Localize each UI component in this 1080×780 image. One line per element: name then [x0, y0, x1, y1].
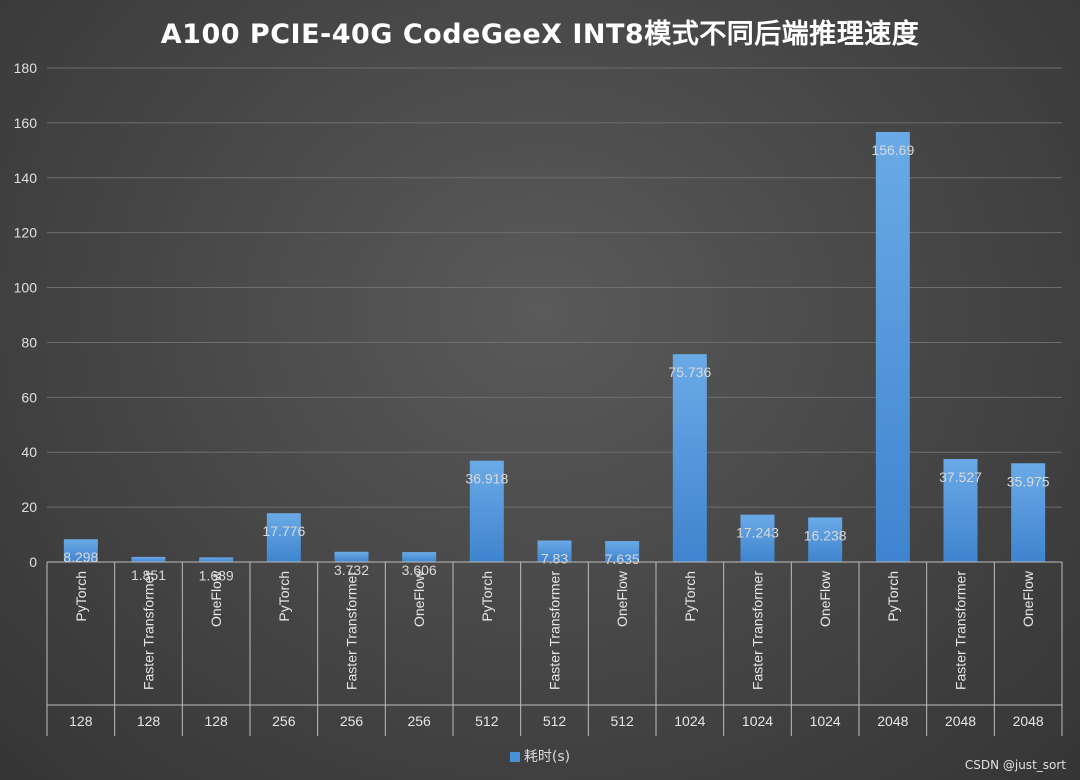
bar — [199, 557, 234, 562]
x-group-label: 2048 — [1013, 713, 1044, 729]
x-group-label: 128 — [137, 713, 161, 729]
x-group-label: 256 — [272, 713, 296, 729]
x-tick-label: PyTorch — [682, 571, 698, 622]
bar — [1011, 463, 1046, 562]
data-label: 8.298 — [63, 549, 98, 565]
data-label: 1.689 — [199, 567, 234, 583]
y-tick-label: 20 — [21, 499, 37, 515]
x-group-label: 512 — [543, 713, 567, 729]
y-tick-label: 60 — [21, 389, 37, 405]
y-tick-label: 180 — [14, 60, 38, 76]
x-tick-label: Faster Transformer — [750, 571, 766, 690]
data-label: 36.918 — [465, 471, 508, 487]
x-tick-label: Faster Transformer — [344, 571, 360, 690]
y-tick-label: 120 — [14, 225, 38, 241]
data-label: 37.527 — [939, 469, 982, 485]
x-group-label: 2048 — [945, 713, 976, 729]
data-label: 17.776 — [262, 523, 305, 539]
bar — [537, 540, 572, 562]
legend: 耗时(s) — [0, 746, 1080, 766]
x-group-label: 512 — [610, 713, 634, 729]
bar — [943, 459, 978, 562]
bar — [808, 517, 843, 562]
bar — [266, 513, 301, 562]
x-tick-label: OneFlow — [817, 570, 833, 627]
x-group-label: 1024 — [810, 713, 841, 729]
legend-label: 耗时(s) — [523, 749, 571, 765]
x-group-label: 1024 — [674, 713, 705, 729]
bar — [402, 552, 437, 562]
data-label: 7.635 — [605, 551, 640, 567]
x-tick-label: PyTorch — [276, 571, 292, 622]
legend-swatch — [509, 752, 520, 762]
x-group-label: 128 — [69, 713, 93, 729]
x-tick-label: PyTorch — [479, 571, 495, 622]
y-tick-label: 100 — [14, 280, 38, 296]
bar — [131, 556, 166, 562]
x-tick-label: Faster Transformer — [547, 571, 563, 690]
bar — [740, 514, 775, 562]
x-tick-label: Faster Transformer — [141, 571, 157, 690]
x-tick-label: OneFlow — [208, 570, 224, 627]
y-tick-label: 40 — [21, 444, 37, 460]
bar — [63, 539, 98, 562]
data-label: 156.69 — [871, 142, 914, 158]
x-tick-label: OneFlow — [614, 570, 630, 627]
x-tick-label: PyTorch — [73, 571, 89, 622]
y-tick-label: 80 — [21, 334, 37, 350]
y-tick-label: 160 — [14, 115, 38, 131]
x-tick-label: Faster Transformer — [953, 571, 969, 690]
x-group-label: 256 — [407, 713, 431, 729]
chart-title: A100 PCIE-40G CodeGeeX INT8模式不同后端推理速度 — [160, 19, 920, 50]
bar — [875, 131, 910, 562]
data-label: 75.736 — [668, 364, 711, 380]
data-label: 16.238 — [804, 527, 847, 543]
data-label: 3.732 — [334, 562, 369, 578]
data-label: 17.243 — [736, 525, 779, 541]
x-group-label: 1024 — [742, 713, 773, 729]
x-group-label: 512 — [475, 713, 499, 729]
x-tick-label: OneFlow — [411, 570, 427, 627]
bar — [334, 551, 369, 562]
data-label: 1.851 — [131, 567, 166, 583]
axis-layer: 0 20 40 60 80 100 120 140 160 180 PyTorch 128 Faster… — [14, 60, 1063, 736]
x-tick-label: PyTorch — [885, 571, 901, 622]
y-tick-label: 0 — [29, 554, 37, 570]
x-group-label: 2048 — [877, 713, 908, 729]
x-group-label: 128 — [204, 713, 228, 729]
data-label: 3.606 — [402, 562, 437, 578]
x-group-label: 256 — [340, 713, 364, 729]
bars-layer: 8.298 1.851 1.689 17.776 3.732 3.606 36.918 7.8… — [63, 131, 1050, 583]
data-label: 35.975 — [1007, 473, 1050, 489]
y-tick-label: 140 — [14, 170, 38, 186]
data-label: 7.83 — [541, 551, 568, 567]
bar — [605, 541, 640, 562]
bar — [672, 354, 707, 562]
watermark: CSDN @just_sort — [964, 758, 1066, 772]
bar — [469, 460, 504, 562]
x-tick-label: OneFlow — [1020, 570, 1036, 627]
